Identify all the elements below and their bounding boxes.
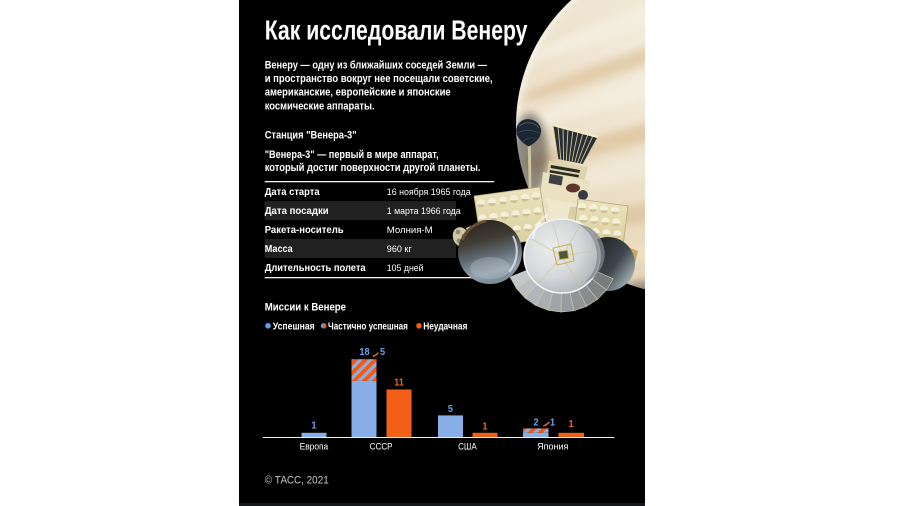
svg-text:Станция "Венера-3": Станция "Венера-3" bbox=[265, 130, 357, 142]
svg-text:16 ноября 1965 года: 16 ноября 1965 года bbox=[387, 187, 472, 197]
svg-text:960 кг: 960 кг bbox=[387, 244, 412, 254]
svg-text:американские, европейские и яп: американские, европейские и японские bbox=[265, 87, 451, 99]
svg-text:11: 11 bbox=[394, 377, 404, 389]
svg-text:Ракета-носитель: Ракета-носитель bbox=[265, 225, 344, 236]
svg-text:Неудачная: Неудачная bbox=[423, 321, 467, 332]
svg-text:США: США bbox=[458, 441, 477, 452]
svg-text:"Венера-3" — первый в мире апп: "Венера-3" — первый в мире аппарат, bbox=[265, 150, 439, 162]
svg-text:1: 1 bbox=[311, 420, 317, 432]
svg-text:1: 1 bbox=[550, 417, 556, 429]
svg-text:Длительность полета: Длительность полета bbox=[265, 263, 366, 274]
svg-text:и пространство вокруг нее посе: и пространство вокруг нее посещали совет… bbox=[265, 74, 493, 86]
svg-text:СССР: СССР bbox=[370, 441, 393, 452]
svg-text:5: 5 bbox=[380, 346, 386, 358]
svg-text:Европа: Европа bbox=[300, 441, 329, 451]
svg-text:105 дней: 105 дней bbox=[387, 262, 424, 272]
svg-text:Дата старта: Дата старта bbox=[265, 187, 321, 198]
svg-text:Частично успешная: Частично успешная bbox=[328, 321, 408, 332]
svg-text:который достиг поверхности дру: который достиг поверхности другой планет… bbox=[265, 163, 481, 175]
svg-text:5: 5 bbox=[448, 404, 454, 416]
svg-text:Миссии к Венере: Миссии к Венере bbox=[265, 302, 347, 314]
svg-text:Как исследовали Венеру: Как исследовали Венеру bbox=[265, 16, 528, 46]
svg-text:Молния-М: Молния-М bbox=[387, 225, 433, 236]
svg-text:Масса: Масса bbox=[265, 244, 294, 255]
svg-text:Венеру — одну из ближайших сос: Венеру — одну из ближайших соседей Земли… bbox=[265, 59, 487, 72]
svg-text:1: 1 bbox=[568, 419, 574, 431]
svg-text:© ТАСС, 2021: © ТАСС, 2021 bbox=[265, 475, 329, 486]
svg-text:космические аппараты.: космические аппараты. bbox=[265, 101, 375, 113]
svg-text:Япония: Япония bbox=[537, 442, 568, 452]
svg-text:Успешная: Успешная bbox=[273, 321, 315, 333]
svg-text:1 марта 1966 года: 1 марта 1966 года bbox=[387, 206, 462, 216]
svg-text:2: 2 bbox=[533, 417, 538, 429]
svg-text:Дата посадки: Дата посадки bbox=[265, 206, 329, 217]
svg-text:1: 1 bbox=[482, 421, 488, 433]
svg-text:18: 18 bbox=[359, 346, 370, 358]
